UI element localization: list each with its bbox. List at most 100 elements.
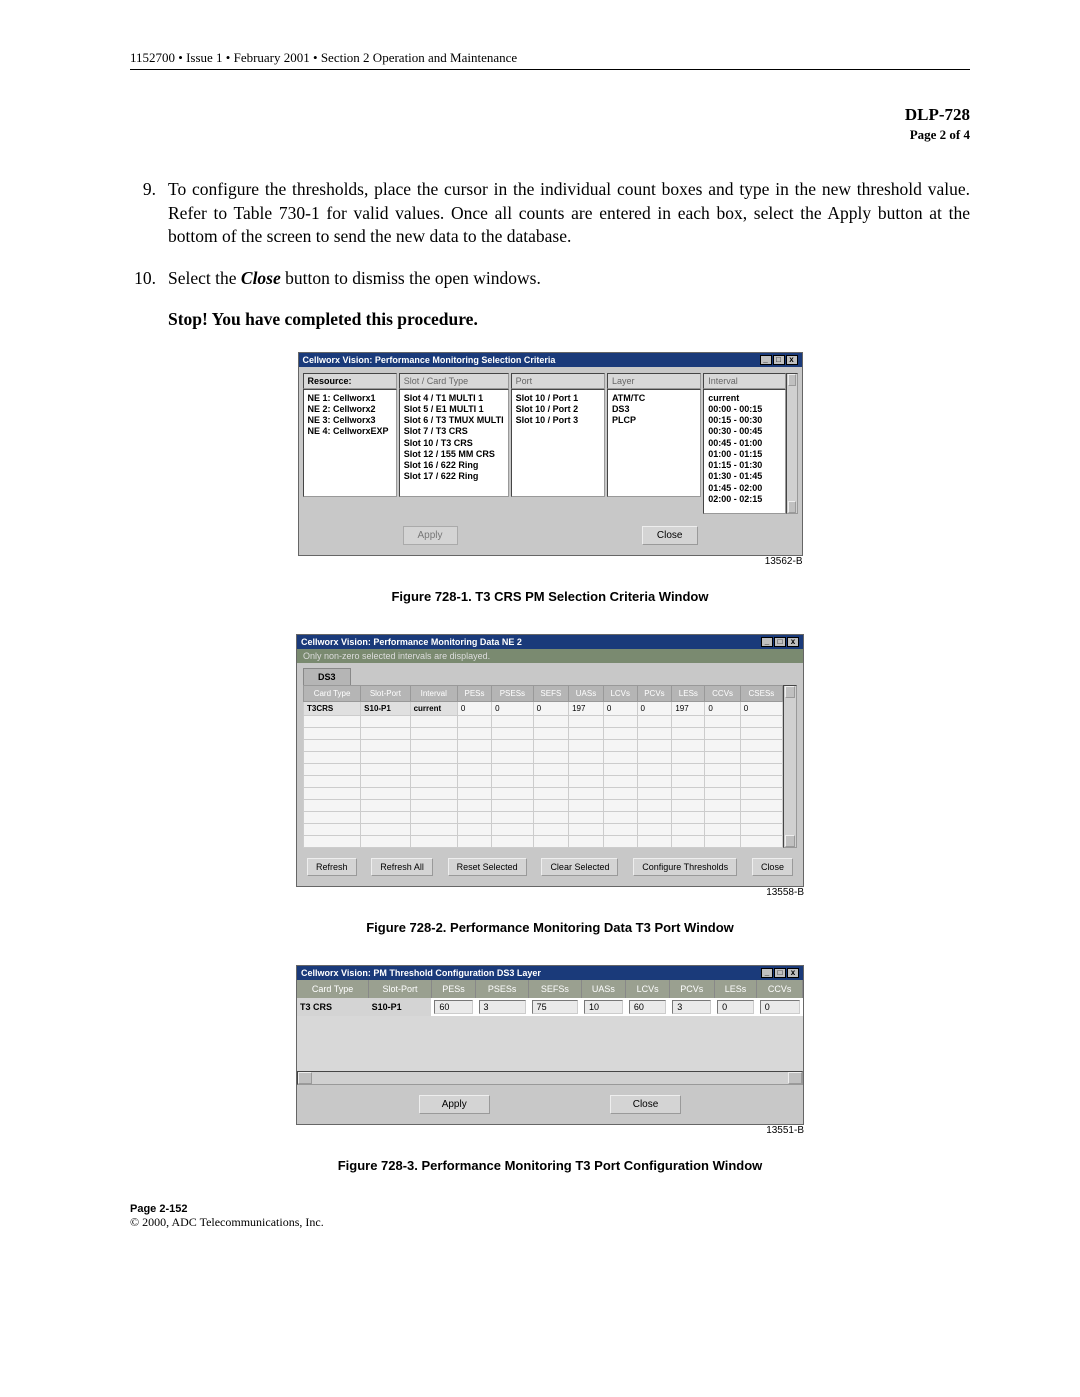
instruction-list: 9. To configure the thresholds, place th… (130, 178, 970, 291)
refresh-button[interactable]: Refresh (307, 858, 357, 876)
interval-list[interactable]: current 00:00 - 00:15 00:15 - 00:30 00:3… (703, 389, 785, 515)
table-row (304, 752, 783, 764)
scrollbar[interactable] (783, 685, 797, 848)
threshold-input[interactable]: 3 (479, 1000, 526, 1014)
step-number: 10. (130, 267, 168, 291)
refresh-all-button[interactable]: Refresh All (371, 858, 433, 876)
maximize-icon[interactable]: □ (773, 355, 785, 365)
card-type-cell: T3 CRS (297, 998, 369, 1016)
threshold-input[interactable]: 3 (672, 1000, 711, 1014)
col-header: LESs (714, 980, 757, 998)
close-button[interactable]: Close (642, 526, 698, 545)
col-header: Card Type (304, 686, 361, 702)
close-icon[interactable]: x (787, 637, 799, 647)
list-item[interactable]: ATM/TC (612, 393, 696, 404)
table-row (304, 776, 783, 788)
page-footer: Page 2-152 © 2000, ADC Telecommunication… (130, 1203, 970, 1230)
close-icon[interactable]: x (786, 355, 798, 365)
list-item[interactable]: NE 4: CellworxEXP (308, 426, 392, 437)
col-header: PCVs (669, 980, 714, 998)
list-item[interactable]: NE 2: Cellworx2 (308, 404, 392, 415)
close-button[interactable]: Close (610, 1095, 682, 1114)
reset-selected-button[interactable]: Reset Selected (448, 858, 527, 876)
titlebar: Cellworx Vision: Performance Monitoring … (297, 635, 803, 649)
threshold-table: Card Type Slot-Port PESs PSESs SEFSs UAS… (297, 980, 803, 1016)
list-item[interactable]: 01:00 - 01:15 (708, 449, 780, 460)
scrollbar[interactable] (786, 373, 798, 515)
figure-id: 13558-B (296, 887, 804, 898)
table-row[interactable]: T3CRS S10-P1 current 0 0 0 197 0 0 197 0… (304, 702, 783, 716)
slot-list[interactable]: Slot 4 / T1 MULTI 1 Slot 5 / E1 MULTI 1 … (399, 389, 509, 497)
list-item[interactable]: Slot 16 / 622 Ring (404, 460, 504, 471)
list-item[interactable]: Slot 10 / T3 CRS (404, 438, 504, 449)
table-row (304, 740, 783, 752)
threshold-input[interactable]: 60 (629, 1000, 666, 1014)
port-list[interactable]: Slot 10 / Port 1 Slot 10 / Port 2 Slot 1… (511, 389, 605, 497)
col-header: CCVs (705, 686, 740, 702)
maximize-icon[interactable]: □ (774, 637, 786, 647)
maximize-icon[interactable]: □ (774, 968, 786, 978)
close-icon[interactable]: x (787, 968, 799, 978)
table-row (304, 728, 783, 740)
table-row (304, 716, 783, 728)
list-item[interactable]: Slot 4 / T1 MULTI 1 (404, 393, 504, 404)
threshold-input[interactable]: 0 (760, 1000, 800, 1014)
list-item[interactable]: 01:15 - 01:30 (708, 460, 780, 471)
list-item[interactable]: Slot 6 / T3 TMUX MULTI (404, 415, 504, 426)
col-header: CCVs (757, 980, 803, 998)
list-item[interactable]: current (708, 393, 780, 404)
minimize-icon[interactable]: _ (760, 355, 772, 365)
list-item[interactable]: 00:45 - 01:00 (708, 438, 780, 449)
table-row (304, 800, 783, 812)
close-button[interactable]: Close (752, 858, 793, 876)
step-number: 9. (130, 178, 168, 249)
list-item[interactable]: PLCP (612, 415, 696, 426)
clear-selected-button[interactable]: Clear Selected (541, 858, 618, 876)
col-header: UASs (581, 980, 626, 998)
list-item[interactable]: Slot 7 / T3 CRS (404, 426, 504, 437)
list-item[interactable]: Slot 10 / Port 3 (516, 415, 600, 426)
window-title: Cellworx Vision: Performance Monitoring … (301, 637, 522, 647)
table-row (304, 764, 783, 776)
figure-caption: Figure 728-3. Performance Monitoring T3 … (130, 1158, 970, 1173)
list-item[interactable]: NE 1: Cellworx1 (308, 393, 392, 404)
col-header: PSESs (476, 980, 529, 998)
apply-button[interactable]: Apply (403, 526, 458, 545)
window-controls: _ □ x (760, 355, 798, 365)
page-indicator: Page 2 of 4 (130, 127, 970, 143)
list-item[interactable]: 00:15 - 00:30 (708, 415, 780, 426)
minimize-icon[interactable]: _ (761, 637, 773, 647)
list-item[interactable]: 01:30 - 01:45 (708, 471, 780, 482)
threshold-input[interactable]: 10 (584, 1000, 623, 1014)
list-item[interactable]: Slot 17 / 622 Ring (404, 471, 504, 482)
apply-button[interactable]: Apply (419, 1095, 490, 1114)
list-item[interactable]: 01:45 - 02:00 (708, 483, 780, 494)
tab-ds3[interactable]: DS3 (303, 668, 351, 685)
col-header: Slot-Port (369, 980, 432, 998)
list-item[interactable]: Slot 5 / E1 MULTI 1 (404, 404, 504, 415)
page-header: 1152700 • Issue 1 • February 2001 • Sect… (130, 50, 970, 70)
col-header: CSESs (740, 686, 782, 702)
list-item[interactable]: Slot 12 / 155 MM CRS (404, 449, 504, 460)
threshold-input[interactable]: 0 (717, 1000, 754, 1014)
list-item[interactable]: 00:00 - 00:15 (708, 404, 780, 415)
threshold-input[interactable]: 60 (434, 1000, 472, 1014)
h-scrollbar[interactable] (297, 1071, 803, 1085)
list-item[interactable]: 02:00 - 02:15 (708, 494, 780, 505)
titlebar: Cellworx Vision: PM Threshold Configurat… (297, 966, 803, 980)
threshold-input[interactable]: 75 (532, 1000, 578, 1014)
layer-list[interactable]: ATM/TC DS3 PLCP (607, 389, 701, 497)
selection-criteria-window: Cellworx Vision: Performance Monitoring … (298, 352, 803, 557)
layer-header: Layer (607, 373, 701, 389)
resource-list[interactable]: NE 1: Cellworx1 NE 2: Cellworx2 NE 3: Ce… (303, 389, 397, 497)
list-item[interactable]: Slot 10 / Port 1 (516, 393, 600, 404)
figure-caption: Figure 728-2. Performance Monitoring Dat… (130, 920, 970, 935)
list-item[interactable]: NE 3: Cellworx3 (308, 415, 392, 426)
list-item[interactable]: Slot 10 / Port 2 (516, 404, 600, 415)
figure-id: 13562-B (298, 556, 803, 567)
minimize-icon[interactable]: _ (761, 968, 773, 978)
col-header: Card Type (297, 980, 369, 998)
list-item[interactable]: 00:30 - 00:45 (708, 426, 780, 437)
configure-thresholds-button[interactable]: Configure Thresholds (633, 858, 737, 876)
list-item[interactable]: DS3 (612, 404, 696, 415)
